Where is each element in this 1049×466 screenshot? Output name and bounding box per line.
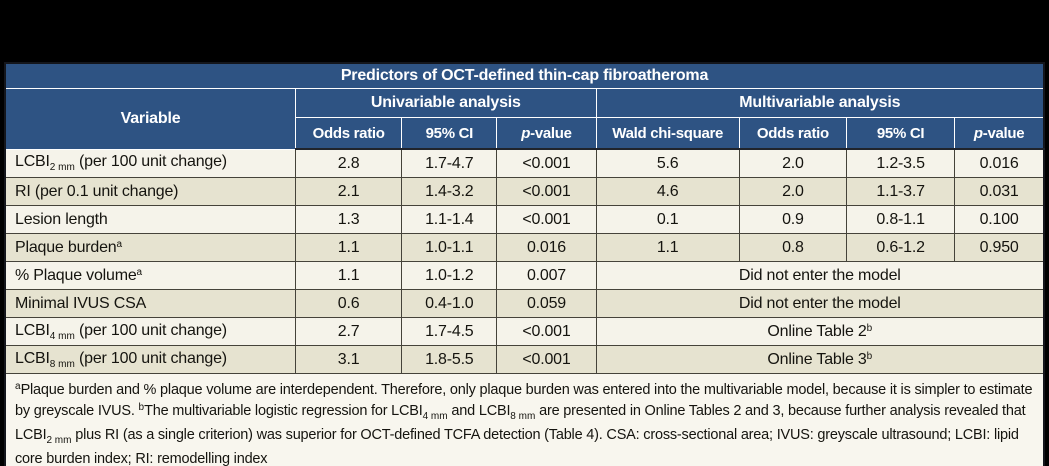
table-row: LCBI4 mm (per 100 unit change) 2.7 1.7-4.5…	[4, 317, 1045, 346]
superscript-marker: b	[866, 322, 873, 334]
col-header-variable: Variable	[4, 88, 297, 150]
multivariable-value-cell: 1.1-3.7	[845, 177, 956, 206]
table-row: Plaque burdena 1.1 1.0-1.1 0.016 1.1 0.8 0.6-1…	[4, 233, 1045, 262]
table-row: Lesion length 1.3 1.1-1.4 <0.001 0.1 0.9 0.8-1…	[4, 205, 1045, 234]
col-header-multi-95ci: 95% CI	[845, 117, 956, 150]
univariable-value-cell: 1.3	[295, 205, 403, 234]
col-header-uni-95ci: 95% CI	[401, 117, 498, 150]
subscript: 4 mm	[49, 330, 75, 342]
subscript: 2 mm	[49, 162, 75, 174]
univariable-value-cell: 1.7-4.5	[401, 317, 498, 346]
table-row: LCBI2 mm (per 100 unit change) 2.8 1.7-4.7…	[4, 148, 1045, 178]
footnote-text: aPlaque burden and % plaque volume are i…	[4, 373, 1045, 466]
col-header-wald-chi-square: Wald chi-square	[595, 117, 740, 150]
superscript-marker: a	[116, 238, 123, 250]
variable-cell: % Plaque volumea	[4, 261, 297, 290]
variable-cell: LCBI8 mm (per 100 unit change)	[4, 345, 297, 374]
group-header-univariable: Univariable analysis	[295, 88, 597, 118]
superscript-marker: a	[136, 266, 143, 278]
table-row: Minimal IVUS CSA 0.6 0.4-1.0 0.059 Did not e…	[4, 289, 1045, 318]
univariable-value-cell: 1.1	[295, 261, 403, 290]
multivariable-span-cell: Online Table 2b	[595, 317, 1045, 346]
multivariable-value-cell: 4.6	[595, 177, 740, 206]
table-row: LCBI8 mm (per 100 unit change) 3.1 1.8-5.5…	[4, 345, 1045, 374]
univariable-value-cell: 1.0-1.1	[401, 233, 498, 262]
multivariable-value-cell: 0.016	[954, 148, 1045, 178]
multivariable-value-cell: 2.0	[738, 148, 848, 178]
multivariable-span-cell: Did not enter the model	[595, 289, 1045, 318]
table-row: RI (per 0.1 unit change) 2.1 1.4-3.2 <0.001…	[4, 177, 1045, 206]
multivariable-value-cell: 0.6-1.2	[845, 233, 956, 262]
subscript: 8 mm	[49, 358, 75, 370]
univariable-value-cell: 1.1-1.4	[401, 205, 498, 234]
variable-cell: Plaque burdena	[4, 233, 297, 262]
multivariable-value-cell: 0.8	[738, 233, 848, 262]
multivariable-value-cell: 0.950	[954, 233, 1045, 262]
table-title: Predictors of OCT-defined thin-cap fibro…	[4, 62, 1045, 89]
univariable-value-cell: 1.4-3.2	[401, 177, 498, 206]
col-header-uni-p-value: p-value	[496, 117, 597, 150]
univariable-value-cell: 2.8	[295, 148, 403, 178]
subscript: 4 mm	[422, 411, 448, 422]
col-header-uni-odds-ratio: Odds ratio	[295, 117, 403, 150]
univariable-value-cell: 0.016	[496, 233, 597, 262]
variable-cell: LCBI2 mm (per 100 unit change)	[4, 148, 297, 178]
italic-text: p	[521, 124, 531, 142]
multivariable-value-cell: 2.0	[738, 177, 848, 206]
univariable-value-cell: 1.8-5.5	[401, 345, 498, 374]
group-header-multivariable: Multivariable analysis	[595, 88, 1045, 118]
univariable-value-cell: 0.059	[496, 289, 597, 318]
table-footer: aPlaque burden and % plaque volume are i…	[4, 373, 1045, 466]
italic-text: p	[973, 124, 983, 142]
multivariable-value-cell: 5.6	[595, 148, 740, 178]
univariable-value-cell: <0.001	[496, 317, 597, 346]
multivariable-value-cell: 0.8-1.1	[845, 205, 956, 234]
multivariable-value-cell: 1.2-3.5	[845, 148, 956, 178]
table-body: LCBI2 mm (per 100 unit change) 2.8 1.7-4.7…	[4, 148, 1045, 374]
footnote-row: aPlaque burden and % plaque volume are i…	[4, 373, 1045, 466]
multivariable-value-cell: 0.031	[954, 177, 1045, 206]
subscript: 8 mm	[510, 411, 536, 422]
sub-header-row: Odds ratio 95% CI p-value Wald chi-squar…	[5, 117, 1045, 150]
superscript-marker: a	[15, 381, 21, 392]
univariable-value-cell: 0.4-1.0	[401, 289, 498, 318]
title-row: Predictors of OCT-defined thin-cap fibro…	[4, 62, 1045, 89]
subscript: 2 mm	[46, 435, 72, 446]
predictors-table: Predictors of OCT-defined thin-cap fibro…	[4, 62, 1045, 466]
superscript-marker: b	[138, 402, 145, 413]
statistics-table-container: Predictors of OCT-defined thin-cap fibro…	[4, 62, 1045, 466]
superscript-marker: b	[866, 350, 873, 362]
variable-cell: LCBI4 mm (per 100 unit change)	[4, 317, 297, 346]
variable-cell: Minimal IVUS CSA	[4, 289, 297, 318]
univariable-value-cell: 2.7	[295, 317, 403, 346]
col-header-multi-odds-ratio: Odds ratio	[738, 117, 848, 150]
variable-cell: RI (per 0.1 unit change)	[4, 177, 297, 206]
univariable-value-cell: 1.7-4.7	[401, 148, 498, 178]
table-header: Predictors of OCT-defined thin-cap fibro…	[4, 62, 1045, 150]
table-row: % Plaque volumea 1.1 1.0-1.2 0.007 Did not e…	[4, 261, 1045, 290]
multivariable-value-cell: 0.100	[954, 205, 1045, 234]
group-header-row: Variable Univariable analysis Multivaria…	[4, 88, 1045, 150]
col-header-multi-p-value: p-value	[954, 117, 1045, 150]
univariable-value-cell: <0.001	[496, 345, 597, 374]
multivariable-value-cell: 0.1	[595, 205, 740, 234]
univariable-value-cell: 0.007	[496, 261, 597, 290]
univariable-value-cell: <0.001	[496, 177, 597, 206]
univariable-value-cell: 1.1	[295, 233, 403, 262]
univariable-value-cell: <0.001	[496, 205, 597, 234]
multivariable-value-cell: 0.9	[738, 205, 848, 234]
univariable-value-cell: 1.0-1.2	[401, 261, 498, 290]
univariable-value-cell: 3.1	[295, 345, 403, 374]
univariable-value-cell: 2.1	[295, 177, 403, 206]
variable-cell: Lesion length	[4, 205, 297, 234]
univariable-value-cell: <0.001	[496, 148, 597, 178]
univariable-value-cell: 0.6	[295, 289, 403, 318]
multivariable-span-cell: Online Table 3b	[595, 345, 1045, 374]
multivariable-value-cell: 1.1	[595, 233, 740, 262]
multivariable-span-cell: Did not enter the model	[595, 261, 1045, 290]
